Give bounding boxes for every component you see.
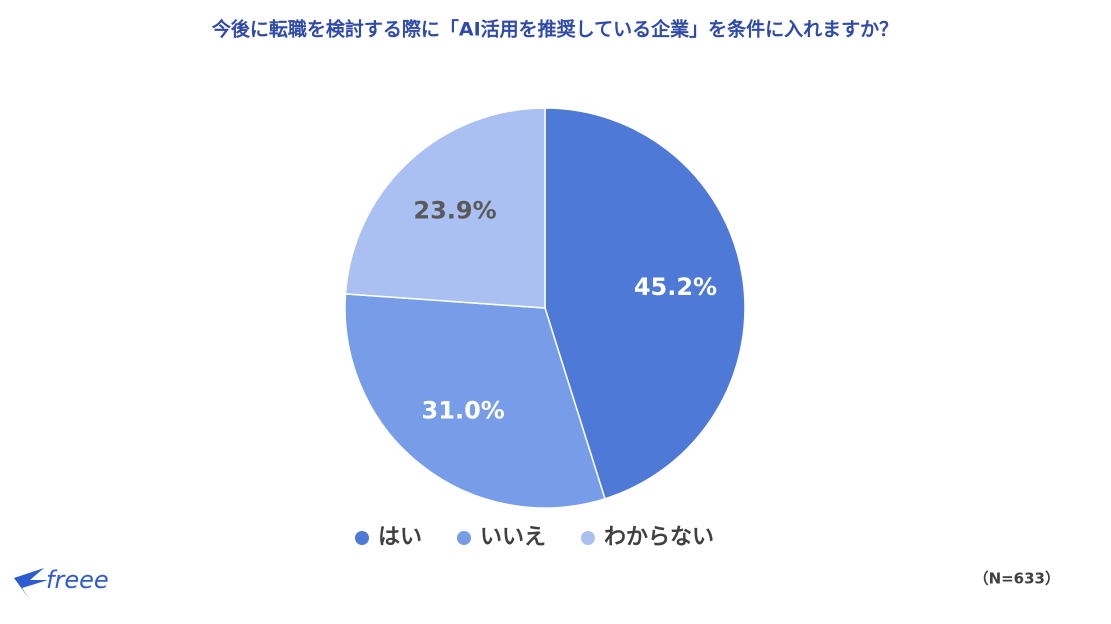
legend-label: わからない (604, 525, 714, 550)
pie-slice (544, 107, 746, 500)
pie-slice (344, 107, 546, 309)
legend-marker (581, 531, 595, 545)
pie-slice (344, 293, 606, 509)
legend-marker (355, 531, 369, 545)
logo-text: freee (46, 566, 109, 594)
data-label: 23.9% (413, 196, 496, 224)
data-label: 45.2% (634, 273, 717, 301)
legend-marker (457, 531, 471, 545)
chart-title: 今後に転職を検討する際に「AI活用を推奨している企業」を条件に入れますか？ (211, 18, 898, 41)
logo-icon (14, 568, 48, 600)
data-label: 31.0% (422, 397, 505, 425)
sample-note: （N=633） (974, 570, 1060, 588)
logo: freee (14, 566, 109, 600)
legend-label: いいえ (480, 525, 546, 550)
legend-label: はい (378, 525, 422, 550)
